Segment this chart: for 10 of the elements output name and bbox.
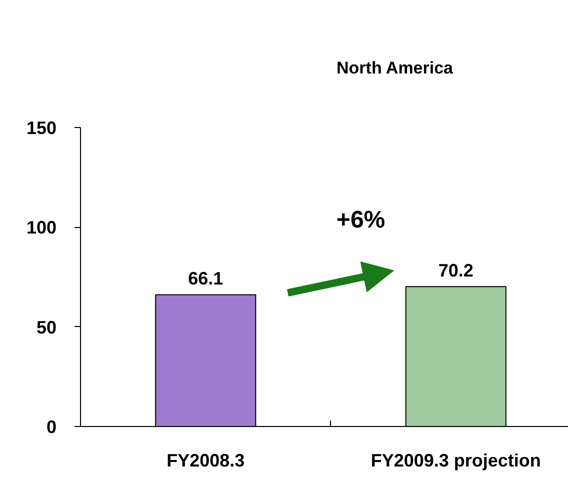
annotation: +6% (336, 206, 386, 234)
data-label: 70.2 (438, 260, 474, 281)
x-tick-label: FY2008.3 (166, 450, 245, 470)
x-tick-label: FY2009.3 projection (370, 450, 541, 470)
y-tick-label: 0 (46, 417, 57, 437)
y-tick-label: 50 (36, 317, 57, 338)
data-label: 66.1 (188, 268, 224, 289)
y-tick-label: 100 (26, 218, 57, 238)
chart-title: North America (336, 58, 454, 78)
y-tick-label: 150 (26, 118, 57, 138)
